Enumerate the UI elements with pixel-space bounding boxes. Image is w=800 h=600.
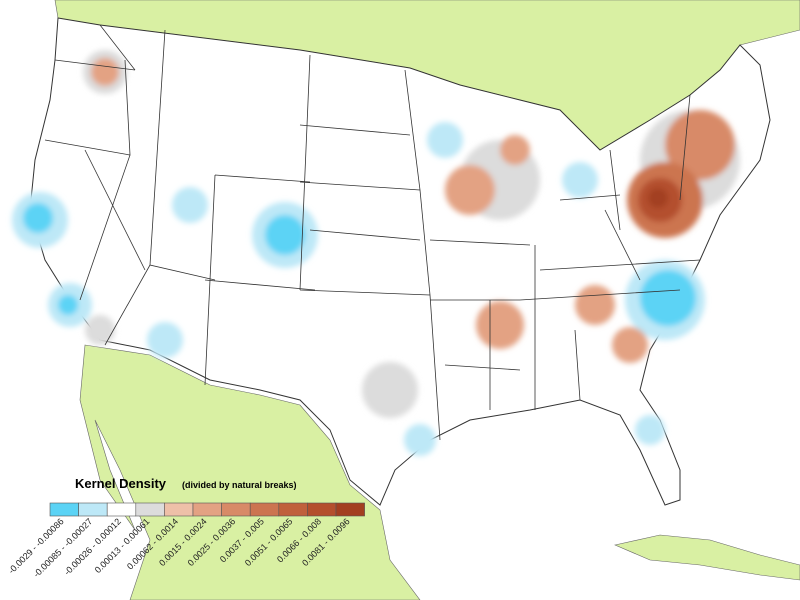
mexico <box>79 344 421 600</box>
cuba <box>614 534 800 581</box>
legend-swatch <box>278 502 308 517</box>
legend-swatch <box>106 502 137 517</box>
legend-title: Kernel Density <box>75 476 167 491</box>
legend-swatch <box>249 502 280 517</box>
legend-swatch <box>164 502 194 517</box>
legend-swatch <box>307 502 337 517</box>
legend-swatch <box>135 502 165 517</box>
state-borders <box>44 24 701 441</box>
legend-swatch <box>192 502 222 517</box>
legend-swatch <box>49 502 79 517</box>
legend-swatch <box>335 502 365 517</box>
legend-subtitle: (divided by natural breaks) <box>182 480 297 490</box>
legend-swatch <box>78 502 108 517</box>
legend-swatch <box>221 502 251 517</box>
usa <box>29 17 771 506</box>
